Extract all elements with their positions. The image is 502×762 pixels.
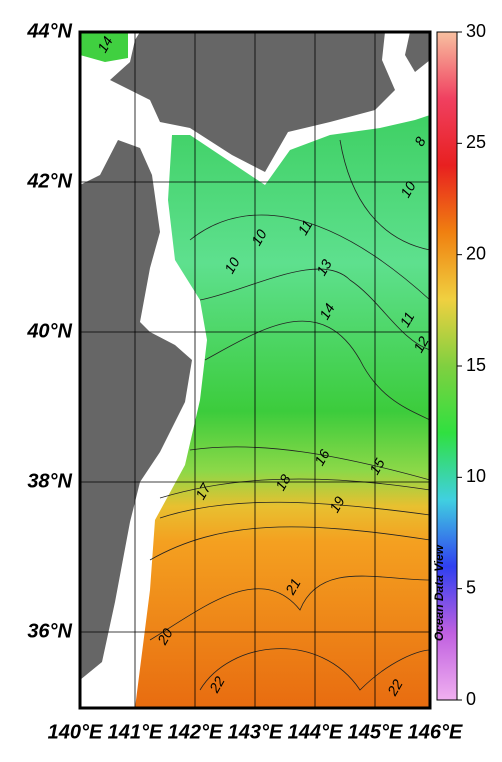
- land: [110, 32, 395, 172]
- y-tick-label: 38°N: [27, 470, 72, 492]
- contour-label: 13: [313, 256, 335, 278]
- contour-label: 18: [272, 471, 294, 493]
- contour-label: 20: [154, 625, 176, 648]
- x-tick-label: 144°E: [288, 721, 343, 743]
- colorbar-label: 10: [466, 466, 486, 486]
- y-tick-label: 40°N: [26, 320, 72, 342]
- ocean: [135, 115, 430, 708]
- contour-label: 22: [384, 676, 406, 699]
- y-tick-label: 42°N: [26, 170, 72, 192]
- colorbar-label: 30: [466, 21, 486, 41]
- x-tick-label: 142°E: [168, 721, 223, 743]
- colorbar-label: 15: [466, 355, 486, 375]
- grid: [80, 32, 430, 708]
- contour-label: 21: [282, 576, 304, 598]
- y-tick-label: 44°N: [26, 20, 72, 42]
- contour-label: 19: [326, 493, 348, 515]
- contour-label: 22: [206, 673, 228, 696]
- colorbar-label: 0: [466, 689, 476, 709]
- land: [80, 140, 192, 680]
- contour-label: 15: [366, 455, 388, 477]
- contour-label: 16: [311, 446, 333, 468]
- watermark: Ocean Data View: [432, 544, 446, 641]
- ocean: [80, 32, 128, 62]
- contour-label: 10: [397, 178, 419, 200]
- colorbar-label: 25: [466, 132, 486, 152]
- x-tick-label: 141°E: [108, 721, 163, 743]
- contour-label: 10: [221, 254, 243, 276]
- contour-label: 10: [248, 226, 270, 248]
- contour-label: 12: [410, 333, 432, 355]
- y-tick-label: 36°N: [27, 620, 72, 642]
- map-frame: [78, 30, 432, 710]
- contour-label: 11: [396, 309, 417, 330]
- contour-label: 14: [94, 33, 116, 55]
- colorbar-label: 5: [466, 577, 476, 597]
- contour-label: 14: [316, 300, 338, 322]
- contour-label: 11: [294, 217, 315, 238]
- x-tick-label: 140°E: [48, 721, 103, 743]
- colorbar-label: 20: [466, 243, 486, 263]
- land: [405, 32, 430, 72]
- x-tick-label: 143°E: [228, 721, 283, 743]
- x-tick-label: 146°E: [408, 721, 463, 743]
- x-tick-label: 145°E: [348, 721, 403, 743]
- map-area: [80, 32, 430, 708]
